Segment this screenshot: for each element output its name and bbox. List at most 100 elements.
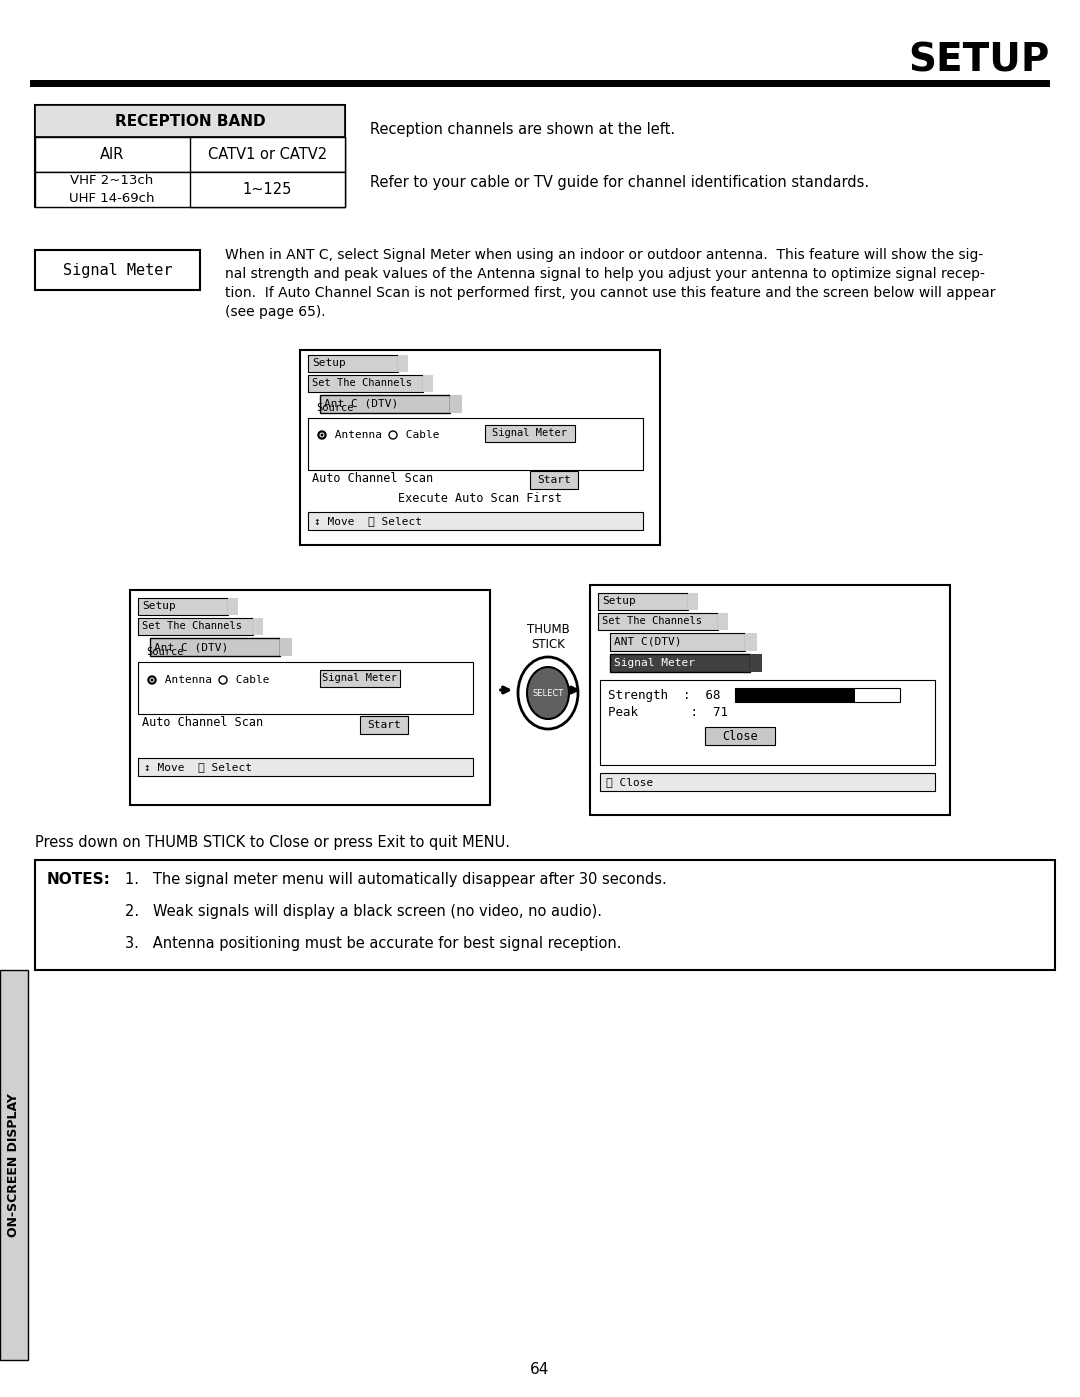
Bar bbox=[190, 172, 345, 207]
Bar bbox=[735, 687, 900, 703]
Bar bbox=[138, 759, 473, 775]
Ellipse shape bbox=[318, 432, 326, 439]
Text: Source: Source bbox=[316, 402, 353, 414]
Text: Setup: Setup bbox=[312, 358, 346, 367]
Bar bbox=[0, 970, 28, 1361]
Bar bbox=[35, 172, 345, 207]
Text: 2.   Weak signals will display a black screen (no video, no audio).: 2. Weak signals will display a black scr… bbox=[125, 904, 602, 919]
Text: ↕ Move  Ⓢ Select: ↕ Move Ⓢ Select bbox=[144, 761, 252, 773]
Bar bbox=[150, 638, 280, 657]
Text: 1.   The signal meter menu will automatically disappear after 30 seconds.: 1. The signal meter menu will automatica… bbox=[125, 872, 666, 887]
Bar bbox=[610, 654, 750, 672]
Bar bbox=[530, 471, 578, 489]
Text: Ⓢ Close: Ⓢ Close bbox=[606, 777, 653, 787]
Ellipse shape bbox=[219, 676, 227, 685]
Text: Strength  :  68: Strength : 68 bbox=[608, 689, 720, 701]
Bar bbox=[35, 250, 200, 291]
Bar bbox=[399, 355, 408, 372]
Bar bbox=[485, 425, 575, 441]
Text: ANT C(DTV): ANT C(DTV) bbox=[615, 637, 681, 647]
Text: AIR: AIR bbox=[99, 147, 124, 162]
Ellipse shape bbox=[148, 676, 156, 685]
Bar bbox=[705, 726, 775, 745]
Bar bbox=[308, 374, 423, 393]
Bar bbox=[320, 671, 400, 687]
Text: VHF 2~13ch
UHF 14-69ch: VHF 2~13ch UHF 14-69ch bbox=[69, 175, 154, 205]
Bar bbox=[610, 633, 745, 651]
Bar bbox=[590, 585, 950, 814]
Ellipse shape bbox=[150, 679, 153, 682]
Text: Source: Source bbox=[146, 647, 184, 657]
Bar bbox=[30, 80, 1050, 87]
Text: ↕ Move  Ⓢ Select: ↕ Move Ⓢ Select bbox=[314, 515, 422, 527]
Ellipse shape bbox=[518, 657, 578, 729]
Text: Set The Channels: Set The Channels bbox=[602, 616, 702, 626]
Bar bbox=[718, 613, 728, 630]
Text: Setup: Setup bbox=[141, 601, 176, 610]
Bar bbox=[300, 351, 660, 545]
Ellipse shape bbox=[527, 666, 569, 719]
Bar bbox=[320, 395, 450, 414]
Text: Signal Meter: Signal Meter bbox=[615, 658, 696, 668]
Text: SELECT: SELECT bbox=[532, 689, 564, 697]
Bar bbox=[423, 374, 433, 393]
Bar bbox=[735, 687, 855, 703]
Text: RECEPTION BAND: RECEPTION BAND bbox=[114, 113, 266, 129]
Text: (see page 65).: (see page 65). bbox=[225, 305, 326, 319]
Text: ON-SCREEN DISPLAY: ON-SCREEN DISPLAY bbox=[8, 1092, 21, 1236]
Text: Ant C (DTV): Ant C (DTV) bbox=[324, 400, 399, 409]
Text: Antenna: Antenna bbox=[328, 430, 382, 440]
Bar bbox=[130, 590, 490, 805]
Polygon shape bbox=[399, 355, 408, 372]
Text: Cable: Cable bbox=[229, 675, 270, 685]
Bar bbox=[308, 418, 643, 469]
Text: 64: 64 bbox=[530, 1362, 550, 1377]
Text: THUMB
STICK: THUMB STICK bbox=[527, 623, 569, 651]
Text: 1~125: 1~125 bbox=[243, 182, 293, 197]
Bar bbox=[35, 105, 345, 137]
Bar bbox=[450, 395, 462, 414]
Text: Set The Channels: Set The Channels bbox=[312, 379, 411, 388]
Bar bbox=[228, 598, 238, 615]
Ellipse shape bbox=[389, 432, 397, 439]
Text: Reception channels are shown at the left.: Reception channels are shown at the left… bbox=[370, 122, 675, 137]
Bar bbox=[35, 137, 345, 172]
Text: Signal Meter: Signal Meter bbox=[492, 427, 567, 439]
Bar bbox=[688, 592, 698, 610]
Text: Start: Start bbox=[537, 475, 571, 485]
Bar bbox=[138, 617, 253, 636]
Text: Execute Auto Scan First: Execute Auto Scan First bbox=[399, 492, 562, 504]
Text: SETUP: SETUP bbox=[908, 42, 1050, 80]
Bar bbox=[750, 654, 762, 672]
Bar bbox=[35, 105, 345, 207]
Bar bbox=[280, 638, 292, 657]
Text: Cable: Cable bbox=[399, 430, 440, 440]
Text: nal strength and peak values of the Antenna signal to help you adjust your anten: nal strength and peak values of the Ante… bbox=[225, 267, 985, 281]
Text: When in ANT C, select Signal Meter when using an indoor or outdoor antenna.  Thi: When in ANT C, select Signal Meter when … bbox=[225, 249, 983, 263]
Text: Signal Meter: Signal Meter bbox=[323, 673, 397, 683]
Text: 3.   Antenna positioning must be accurate for best signal reception.: 3. Antenna positioning must be accurate … bbox=[125, 936, 621, 951]
Bar bbox=[253, 617, 264, 636]
Text: Auto Channel Scan: Auto Channel Scan bbox=[141, 717, 264, 729]
Bar bbox=[745, 633, 757, 651]
Text: Antenna: Antenna bbox=[158, 675, 212, 685]
Text: CATV1 or CATV2: CATV1 or CATV2 bbox=[208, 147, 327, 162]
Ellipse shape bbox=[321, 433, 324, 436]
Bar bbox=[598, 592, 688, 610]
Text: Close: Close bbox=[723, 729, 758, 742]
Bar bbox=[308, 511, 643, 529]
Bar bbox=[138, 598, 228, 615]
Bar bbox=[600, 680, 935, 766]
Text: Ant C (DTV): Ant C (DTV) bbox=[154, 643, 228, 652]
Text: Refer to your cable or TV guide for channel identification standards.: Refer to your cable or TV guide for chan… bbox=[370, 175, 869, 190]
Text: Press down on THUMB STICK to Close or press Exit to quit MENU.: Press down on THUMB STICK to Close or pr… bbox=[35, 835, 510, 849]
Ellipse shape bbox=[149, 678, 154, 683]
Bar bbox=[360, 717, 408, 733]
Text: Signal Meter: Signal Meter bbox=[63, 263, 172, 278]
Text: tion.  If Auto Channel Scan is not performed first, you cannot use this feature : tion. If Auto Channel Scan is not perfor… bbox=[225, 286, 996, 300]
Bar bbox=[308, 355, 399, 372]
Bar bbox=[600, 773, 935, 791]
Bar bbox=[138, 662, 473, 714]
Text: Peak       :  71: Peak : 71 bbox=[608, 707, 728, 719]
Bar bbox=[190, 137, 345, 172]
